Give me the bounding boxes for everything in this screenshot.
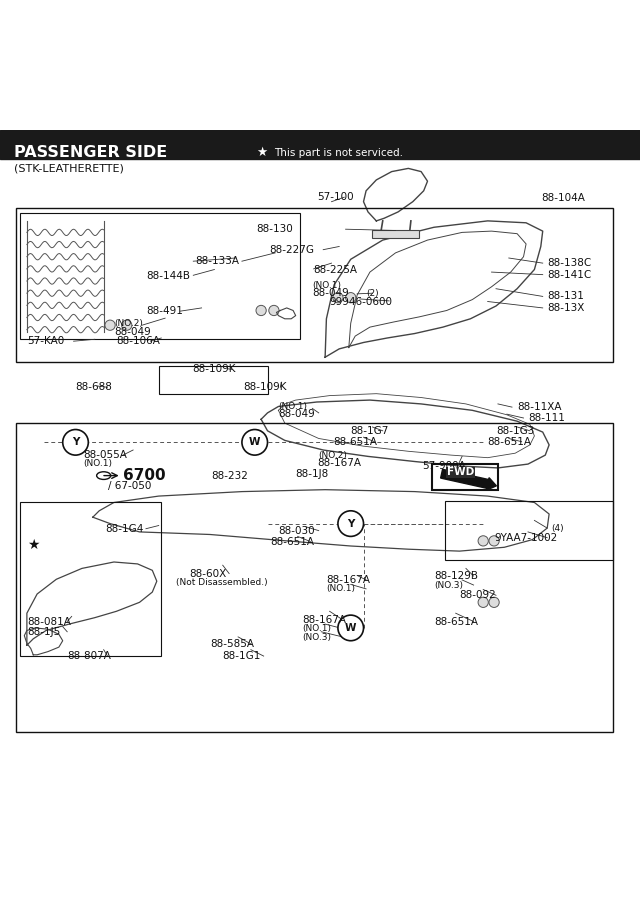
Text: This part is not serviced.: This part is not serviced. [274, 148, 403, 157]
Text: (STK-LEATHERETTE): (STK-LEATHERETTE) [14, 163, 124, 174]
Text: 88-055A: 88-055A [83, 450, 127, 460]
Text: 88-491: 88-491 [146, 306, 183, 316]
Text: FWD: FWD [447, 467, 474, 477]
Text: ★: ★ [256, 146, 268, 159]
Text: 88-167A: 88-167A [302, 615, 346, 625]
Text: 88-167A: 88-167A [317, 458, 361, 468]
Text: 88-049: 88-049 [312, 288, 349, 298]
Text: 88-049: 88-049 [278, 410, 315, 419]
Text: 88-109K: 88-109K [243, 382, 287, 392]
Text: 88-13X: 88-13X [547, 303, 584, 313]
Bar [159, 365, 268, 393]
Text: 57-100: 57-100 [317, 193, 353, 202]
Text: 88-081A: 88-081A [27, 616, 71, 626]
Text: (NO.1): (NO.1) [302, 624, 331, 633]
Text: 88-167A: 88-167A [326, 575, 371, 585]
Text: 88-131: 88-131 [547, 292, 584, 302]
Text: (Not Disassembled.): (Not Disassembled.) [176, 578, 268, 587]
Text: PASSENGER SIDE: PASSENGER SIDE [14, 145, 167, 160]
Circle shape [489, 536, 499, 546]
Text: (NO.1): (NO.1) [326, 584, 355, 593]
Text: (NO.2): (NO.2) [319, 451, 348, 460]
Text: 88-232: 88-232 [211, 471, 248, 481]
Bar [20, 212, 300, 339]
Circle shape [242, 429, 268, 455]
Text: 88-109K: 88-109K [192, 364, 236, 374]
Text: 88-129B: 88-129B [434, 572, 478, 581]
Text: 99946-0600: 99946-0600 [330, 296, 392, 307]
Text: W: W [345, 623, 356, 633]
Text: (4): (4) [552, 524, 564, 533]
Circle shape [338, 615, 364, 641]
Text: 88-092: 88-092 [460, 590, 496, 600]
Text: 88-049: 88-049 [114, 327, 150, 337]
Text: (2): (2) [366, 289, 379, 298]
Text: 88-133A: 88-133A [195, 256, 239, 266]
Text: 88-1J5: 88-1J5 [27, 626, 60, 637]
Circle shape [63, 429, 88, 455]
Text: 88-60X: 88-60X [189, 569, 226, 579]
Circle shape [489, 598, 499, 608]
Text: 88-585A: 88-585A [210, 639, 254, 649]
Text: / 67-050: / 67-050 [108, 482, 151, 491]
Bar [0, 130, 640, 158]
Text: 88-227G: 88-227G [269, 246, 314, 256]
Circle shape [256, 305, 266, 316]
Text: 88-111: 88-111 [528, 413, 565, 423]
Text: 88-225A: 88-225A [314, 265, 358, 274]
Bar [445, 501, 613, 560]
Text: 88-106A: 88-106A [116, 337, 161, 347]
Text: 88-141C: 88-141C [547, 270, 591, 280]
Text: 88-1J8: 88-1J8 [296, 469, 329, 479]
Circle shape [346, 292, 356, 302]
Text: 88-651A: 88-651A [270, 536, 314, 546]
Text: 88-104A: 88-104A [541, 194, 585, 203]
Text: 88-688: 88-688 [76, 382, 113, 392]
Bar [20, 502, 161, 656]
Circle shape [105, 320, 115, 330]
Bar [16, 423, 613, 732]
Text: 88-030: 88-030 [278, 526, 315, 536]
Text: 88-130: 88-130 [256, 224, 292, 234]
Bar [432, 464, 498, 490]
Text: 88-1G7: 88-1G7 [351, 426, 389, 436]
Circle shape [478, 536, 488, 546]
Text: 6700: 6700 [123, 468, 166, 483]
Text: 88-1G1: 88-1G1 [223, 651, 261, 661]
Text: ★: ★ [27, 537, 40, 552]
Circle shape [478, 598, 488, 608]
Text: 88-807A: 88-807A [67, 651, 111, 661]
Text: 9YAA7-1002: 9YAA7-1002 [494, 533, 557, 543]
Text: 88-651A: 88-651A [488, 436, 532, 446]
Text: Y: Y [347, 518, 355, 528]
Text: (NO.1): (NO.1) [83, 459, 112, 468]
Text: 88-651A: 88-651A [434, 616, 478, 626]
Text: (NO.1): (NO.1) [312, 281, 341, 290]
Bar [372, 230, 419, 238]
Circle shape [269, 305, 279, 316]
Circle shape [333, 292, 343, 302]
Text: (NO.2): (NO.2) [114, 320, 143, 328]
Text: 57-900A: 57-900A [422, 461, 466, 471]
Text: W: W [249, 437, 260, 447]
Text: 57-KA0: 57-KA0 [27, 337, 64, 347]
Text: Y: Y [72, 437, 79, 447]
Circle shape [338, 511, 364, 536]
Text: 88-138C: 88-138C [547, 258, 591, 268]
FancyArrow shape [440, 469, 497, 491]
Text: 88-11XA: 88-11XA [517, 402, 562, 412]
Text: 88-651A: 88-651A [333, 436, 377, 446]
Text: 88-1G3: 88-1G3 [496, 426, 534, 436]
Circle shape [122, 320, 132, 330]
Text: 88-144B: 88-144B [146, 271, 190, 281]
Bar [16, 208, 613, 362]
Text: (NO.3): (NO.3) [302, 633, 331, 642]
Text: 88-1G4: 88-1G4 [106, 524, 144, 534]
Text: (NO.3): (NO.3) [434, 580, 463, 590]
Text: (NO.1): (NO.1) [278, 402, 307, 411]
